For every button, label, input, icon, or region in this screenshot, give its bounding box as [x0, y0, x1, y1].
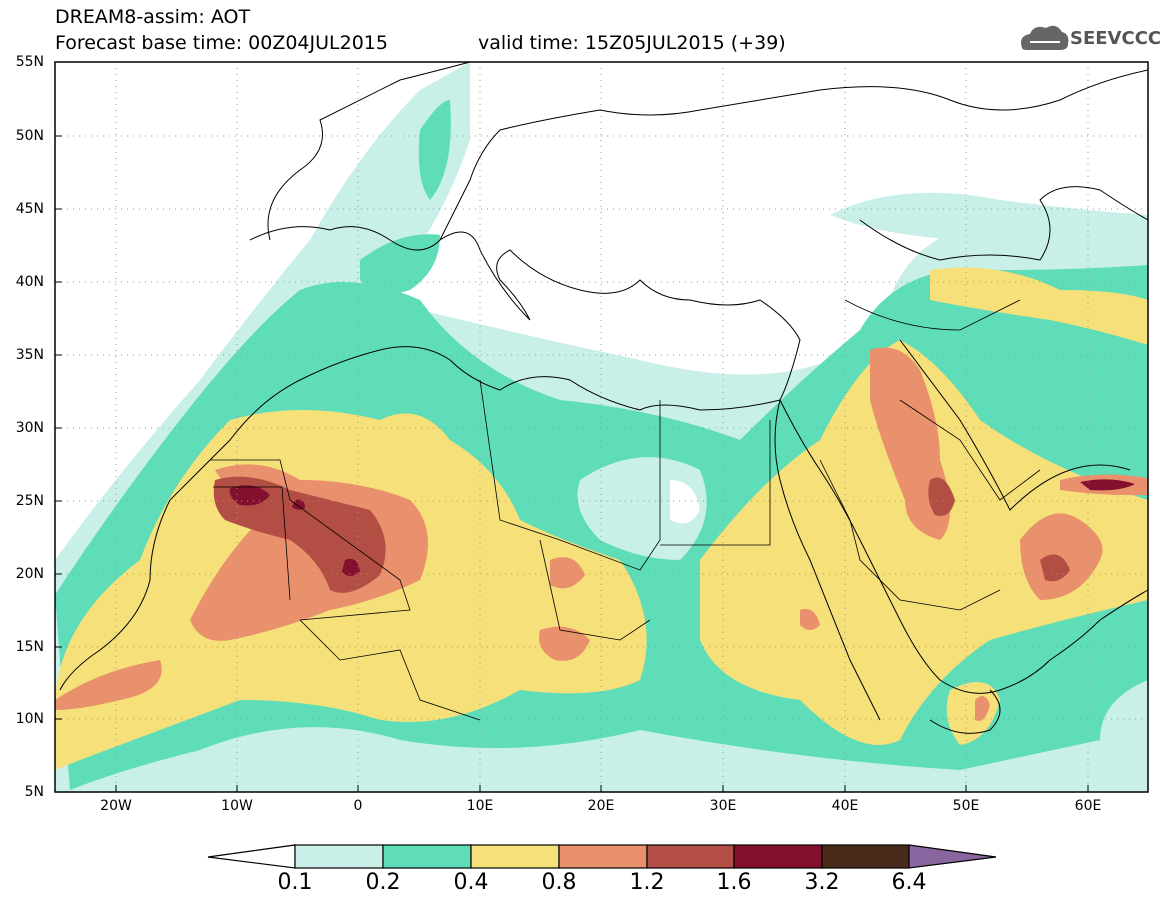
- colorbar-tick-label: 6.4: [891, 870, 927, 895]
- lat-label: 10N: [15, 711, 44, 727]
- colorbar-bin-3: [470, 844, 560, 869]
- lat-label: 15N: [15, 639, 44, 655]
- lon-label: 10W: [221, 798, 253, 814]
- colorbar-under-arrow: [207, 844, 296, 869]
- graticule: [55, 62, 1148, 792]
- colorbar-over-arrow: [908, 844, 997, 869]
- aot-field: [55, 62, 1148, 792]
- lon-label: 40E: [831, 798, 859, 814]
- colorbar-bin-2: [382, 844, 472, 869]
- colorbar: [207, 844, 997, 869]
- lon-label: 30E: [709, 798, 737, 814]
- lon-label: 20W: [100, 798, 132, 814]
- colorbar-tick-label: 1.6: [716, 870, 752, 895]
- lat-label: 50N: [15, 128, 44, 144]
- map-title: DREAM8-assim: AOT: [55, 6, 251, 28]
- colorbar-tick-label: 0.4: [453, 870, 489, 895]
- lon-label: 0: [353, 798, 363, 814]
- forecast-base-time: Forecast base time: 00Z04JUL2015: [55, 32, 388, 54]
- coastlines: [59, 61, 1149, 734]
- lat-label: 30N: [15, 420, 44, 436]
- seevccc-logo-icon: [1021, 25, 1069, 50]
- colorbar-bin-5: [646, 844, 735, 869]
- lat-label: 5N: [24, 784, 44, 800]
- lat-label: 40N: [15, 274, 44, 290]
- lat-label: 35N: [15, 347, 44, 363]
- colorbar-tick-label: 0.8: [541, 870, 577, 895]
- colorbar-bin-1: [294, 844, 384, 869]
- tick-marks: [55, 61, 1089, 792]
- colorbar-tick-label: 3.2: [804, 870, 840, 895]
- lon-label: 10E: [466, 798, 494, 814]
- colorbar-bin-6: [733, 844, 823, 869]
- colorbar-tick-label: 1.2: [629, 870, 665, 895]
- lat-label: 45N: [15, 201, 44, 217]
- valid-time: valid time: 15Z05JUL2015 (+39): [478, 32, 786, 54]
- colorbar-bin-7: [821, 844, 910, 869]
- colorbar-bin-4: [558, 844, 648, 869]
- lat-label: 25N: [15, 493, 44, 509]
- lon-label: 60E: [1074, 798, 1102, 814]
- borders: [210, 299, 1041, 721]
- logo-text: SEEVCCC: [1070, 28, 1162, 49]
- lon-label: 50E: [952, 798, 980, 814]
- colorbar-tick-label: 0.1: [277, 870, 313, 895]
- colorbar-tick-label: 0.2: [365, 870, 401, 895]
- lat-label: 20N: [15, 566, 44, 582]
- lon-label: 20E: [587, 798, 615, 814]
- lat-label: 55N: [15, 54, 44, 70]
